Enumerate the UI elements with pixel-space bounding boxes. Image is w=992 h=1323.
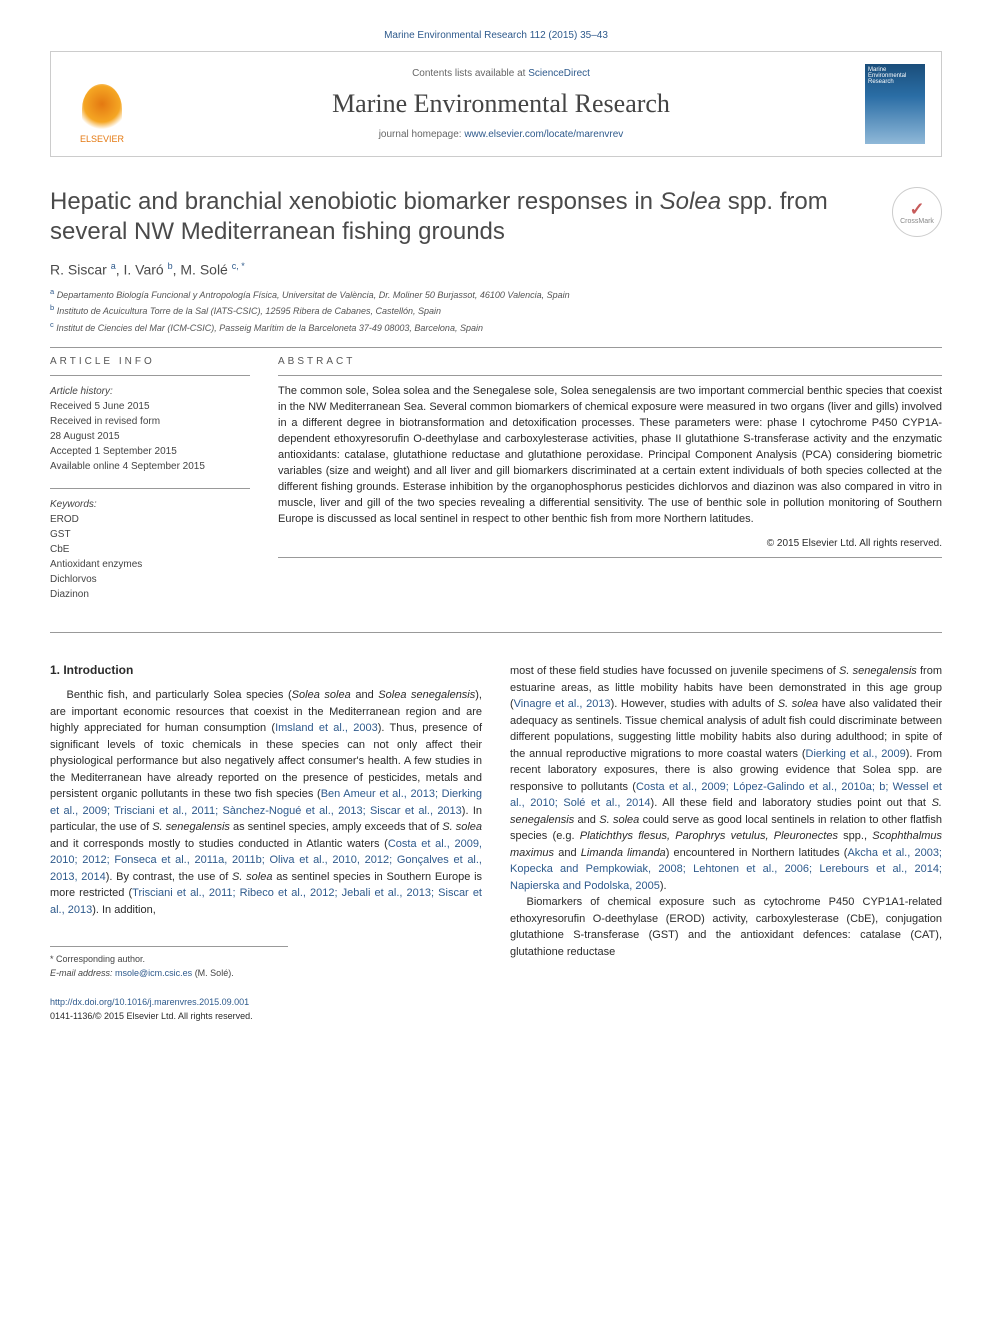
citation-line: Marine Environmental Research 112 (2015)… [50,30,942,41]
abstract-label: abstract [278,356,942,367]
footer-matter: http://dx.doi.org/10.1016/j.marenvres.20… [50,996,942,1023]
sciencedirect-link[interactable]: ScienceDirect [528,68,590,79]
body-text: most of these field studies have focusse… [510,663,942,960]
journal-title: Marine Environmental Research [153,89,849,119]
keyword: EROD [50,512,250,527]
keyword: Dichlorvos [50,572,250,587]
title-part1: Hepatic and branchial xenobiotic biomark… [50,188,660,215]
email-link[interactable]: msole@icm.csic.es [115,968,192,978]
body-paragraph: most of these field studies have focusse… [510,663,942,894]
article-history: Article history: Received 5 June 2015 Re… [50,384,250,474]
affiliation-item: a Departamento Biología Funcional y Antr… [50,286,942,303]
article-info-label: article info [50,356,250,367]
history-line: Received 5 June 2015 [50,399,250,414]
homepage-link[interactable]: www.elsevier.com/locate/marenvrev [464,129,623,140]
keywords-header: Keywords: [50,497,250,512]
article-info-column: article info Article history: Received 5… [50,356,250,602]
column-left: 1. Introduction Benthic fish, and partic… [50,663,482,980]
homepage-line: journal homepage: www.elsevier.com/locat… [153,129,849,140]
history-line: Accepted 1 September 2015 [50,444,250,459]
body-paragraph: Biomarkers of chemical exposure such as … [510,894,942,960]
crossmark-badge[interactable]: ✓ CrossMark [892,187,942,237]
divider [50,347,942,348]
body-paragraph: Benthic fish, and particularly Solea spe… [50,687,482,918]
divider [50,488,250,489]
journal-masthead: ELSEVIER Contents lists available at Sci… [50,51,942,157]
body-columns: 1. Introduction Benthic fish, and partic… [50,663,942,980]
crossmark-label: CrossMark [900,218,934,225]
keyword: Diazinon [50,587,250,602]
abstract-column: abstract The common sole, Solea solea an… [278,356,942,602]
masthead-center: Contents lists available at ScienceDirec… [153,68,849,140]
divider [50,632,942,633]
email-label: E-mail address: [50,968,115,978]
title-italic-species: Solea [660,188,721,215]
body-text: Benthic fish, and particularly Solea spe… [50,687,482,918]
keyword: GST [50,527,250,542]
history-line: Available online 4 September 2015 [50,459,250,474]
crossmark-icon: ✓ [909,200,924,218]
history-line: 28 August 2015 [50,429,250,444]
divider [278,557,942,558]
doi-link[interactable]: http://dx.doi.org/10.1016/j.marenvres.20… [50,997,249,1007]
article-title: Hepatic and branchial xenobiotic biomark… [50,187,876,247]
contents-available-line: Contents lists available at ScienceDirec… [153,68,849,79]
publisher-logo: ELSEVIER [67,64,137,144]
contents-text: Contents lists available at [412,68,528,79]
column-right: most of these field studies have focusse… [510,663,942,980]
affiliation-item: b Instituto de Acuicultura Torre de la S… [50,302,942,319]
keyword: Antioxidant enzymes [50,557,250,572]
corr-author-line: * Corresponding author. [50,953,288,967]
journal-cover-thumbnail: Marine Environmental Research [865,64,925,144]
elsevier-tree-icon [82,84,122,134]
keyword: CbE [50,542,250,557]
divider [50,375,250,376]
divider [278,375,942,376]
affiliation-item: c Institut de Ciencies del Mar (ICM-CSIC… [50,319,942,336]
email-tail: (M. Solé). [192,968,234,978]
homepage-label: journal homepage: [379,129,465,140]
section-heading-intro: 1. Introduction [50,663,482,677]
history-header: Article history: [50,384,250,399]
abstract-copyright: © 2015 Elsevier Ltd. All rights reserved… [278,538,942,549]
abstract-text: The common sole, Solea solea and the Sen… [278,384,942,527]
keywords-block: Keywords: EROD GST CbE Antioxidant enzym… [50,497,250,602]
corresponding-author-footnote: * Corresponding author. E-mail address: … [50,946,288,980]
affiliations: a Departamento Biología Funcional y Antr… [50,286,942,336]
publisher-name: ELSEVIER [80,134,124,144]
email-line: E-mail address: msole@icm.csic.es (M. So… [50,967,288,981]
author-list: R. Siscar a, I. Varó b, M. Solé c, * [50,261,942,278]
history-line: Received in revised form [50,414,250,429]
issn-copyright-line: 0141-1136/© 2015 Elsevier Ltd. All right… [50,1010,942,1024]
